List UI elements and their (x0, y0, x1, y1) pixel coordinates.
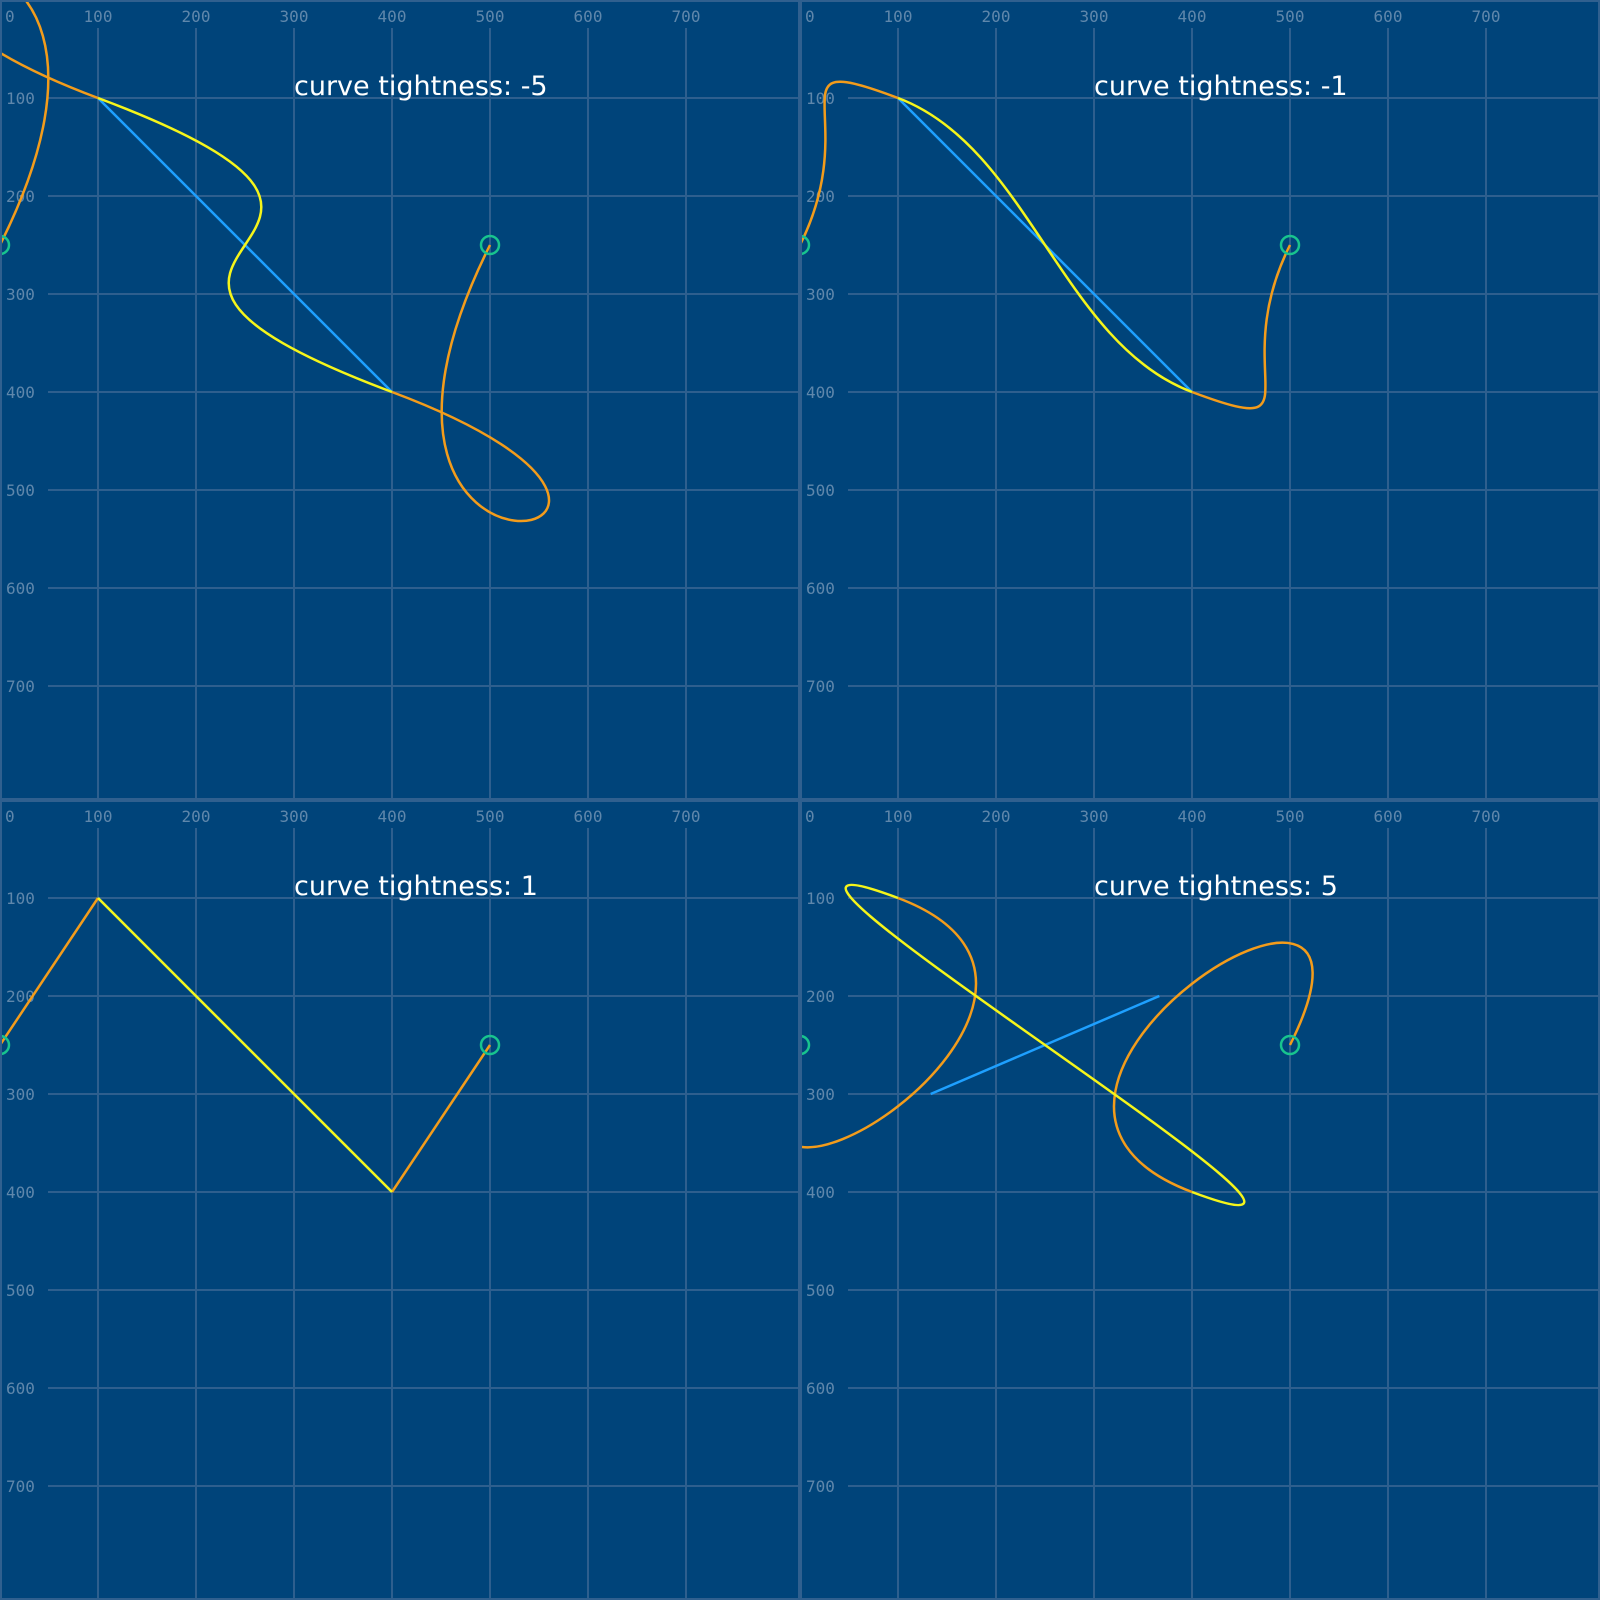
panel-title: curve tightness: 5 (1094, 871, 1338, 902)
y-tick-label: 500 (806, 1281, 835, 1300)
y-tick-label: 200 (806, 187, 835, 206)
outer-curve-end (391, 244, 551, 523)
end-point-marker[interactable] (1279, 1034, 1301, 1056)
panel-2: 0 100 200 300 400 500 600 700 100 200 300 400 500 600… (791, 2, 1598, 798)
outer-curve-end (1112, 941, 1314, 1194)
y-tick-label: 600 (6, 1379, 35, 1398)
y-tick-label: 100 (806, 889, 835, 908)
outer-curve-end (390, 1044, 492, 1193)
y-tick-label: 400 (6, 383, 35, 402)
y-tick-label: 200 (806, 987, 835, 1006)
y-tick-label: 500 (806, 481, 835, 500)
x-tick-label: 500 (476, 807, 505, 826)
x-tick-label: 400 (1178, 7, 1207, 26)
inner-curve (97, 96, 393, 394)
y-tick-label: 500 (6, 481, 35, 500)
start-point-marker[interactable] (0, 234, 11, 256)
y-tick-label: 700 (806, 677, 835, 696)
x-tick-label: 200 (182, 807, 211, 826)
y-tick-label: 600 (6, 579, 35, 598)
x-tick-label: 300 (280, 807, 309, 826)
panel-title: curve tightness: -5 (294, 71, 548, 102)
y-tick-label: 200 (6, 187, 35, 206)
panel-3: 0 100 200 300 400 500 600 700 100 200 300 400 500 600… (0, 802, 798, 1598)
x-tick-label: 0 (5, 807, 15, 826)
outer-curve-end (1191, 244, 1292, 410)
y-tick-label: 700 (6, 1477, 35, 1496)
x-tick-label: 700 (672, 7, 701, 26)
y-tick-label: 600 (806, 579, 835, 598)
inner-curve (97, 897, 393, 1193)
x-tick-label: 0 (805, 807, 815, 826)
x-tick-label: 600 (574, 807, 603, 826)
y-tick-label: 100 (6, 89, 35, 108)
x-tick-label: 700 (1472, 7, 1501, 26)
x-tick-label: 200 (982, 807, 1011, 826)
x-tick-label: 400 (1178, 807, 1207, 826)
panel-1: 0 100 200 300 400 500 600 700 100 200 300 400 500 600… (0, 2, 798, 798)
x-tick-label: 100 (84, 807, 113, 826)
x-tick-label: 600 (1374, 7, 1403, 26)
y-tick-label: 300 (806, 285, 835, 304)
start-point-marker[interactable] (791, 1034, 811, 1056)
outer-curve-start (2, 2, 99, 244)
y-tick-label: 400 (806, 383, 835, 402)
y-tick-label: 500 (6, 1281, 35, 1300)
y-tick-label: 700 (806, 1477, 835, 1496)
y-tick-label: 100 (806, 89, 835, 108)
x-tick-label: 400 (378, 7, 407, 26)
y-tick-label: 300 (6, 1085, 35, 1104)
panel-4: 0 100 200 300 400 500 600 700 100 200 300 400 500 600… (791, 802, 1598, 1598)
x-tick-label: 500 (1276, 807, 1305, 826)
x-tick-label: 400 (378, 807, 407, 826)
y-tick-label: 600 (806, 1379, 835, 1398)
end-point-marker[interactable] (479, 1034, 501, 1056)
x-tick-label: 500 (1276, 7, 1305, 26)
panel-title: curve tightness: 1 (294, 871, 538, 902)
x-tick-label: 300 (1080, 7, 1109, 26)
y-tick-label: 700 (6, 677, 35, 696)
x-tick-label: 100 (884, 7, 913, 26)
y-tick-label: 100 (6, 889, 35, 908)
y-tick-label: 200 (6, 987, 35, 1006)
x-tick-label: 200 (182, 7, 211, 26)
x-tick-label: 0 (805, 7, 815, 26)
x-tick-label: 500 (476, 7, 505, 26)
outer-curve-start (802, 896, 978, 1149)
panel-title: curve tightness: -1 (1094, 71, 1348, 102)
y-tick-label: 400 (6, 1183, 35, 1202)
y-tick-label: 300 (806, 1085, 835, 1104)
x-tick-label: 200 (982, 7, 1011, 26)
x-tick-label: 100 (884, 807, 913, 826)
x-tick-label: 300 (1080, 807, 1109, 826)
inner-curve (897, 96, 1193, 394)
x-tick-label: 600 (574, 7, 603, 26)
inner-curve (844, 883, 1246, 1207)
x-tick-label: 700 (1472, 807, 1501, 826)
y-tick-label: 300 (6, 285, 35, 304)
x-tick-label: 600 (1374, 807, 1403, 826)
x-tick-label: 100 (84, 7, 113, 26)
end-point-marker[interactable] (479, 234, 501, 256)
outer-curve-start (2, 897, 100, 1045)
x-tick-label: 0 (5, 7, 15, 26)
end-point-marker[interactable] (1279, 234, 1301, 256)
start-point-marker[interactable] (791, 234, 811, 256)
start-point-marker[interactable] (0, 1034, 11, 1056)
y-tick-label: 400 (806, 1183, 835, 1202)
panel-background (802, 802, 1598, 1598)
outer-curve-start (802, 80, 899, 244)
x-tick-label: 300 (280, 7, 309, 26)
x-tick-label: 700 (672, 807, 701, 826)
